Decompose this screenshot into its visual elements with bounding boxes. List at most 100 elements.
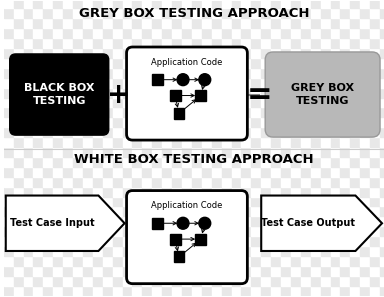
Bar <box>291 38 301 48</box>
Bar <box>33 78 43 88</box>
Bar <box>152 226 162 236</box>
Bar <box>53 276 63 286</box>
Bar <box>331 18 341 28</box>
Bar <box>63 286 73 296</box>
Bar <box>321 216 331 226</box>
Bar <box>83 147 93 157</box>
Bar <box>271 147 281 157</box>
Bar <box>242 236 251 246</box>
Bar <box>83 28 93 38</box>
Bar <box>53 236 63 246</box>
Bar <box>360 206 370 216</box>
Bar <box>242 88 251 97</box>
Bar <box>321 18 331 28</box>
Bar <box>261 246 271 256</box>
Bar <box>281 216 291 226</box>
Bar <box>360 137 370 147</box>
Bar <box>23 236 33 246</box>
Bar <box>83 246 93 256</box>
Bar <box>291 108 301 117</box>
Bar <box>83 197 93 206</box>
Bar <box>23 97 33 108</box>
Bar <box>73 167 83 177</box>
Bar <box>14 38 23 48</box>
Bar <box>232 276 242 286</box>
Bar <box>122 226 132 236</box>
Bar <box>331 8 341 18</box>
Bar <box>242 187 251 197</box>
Bar <box>321 286 331 296</box>
Bar <box>192 246 202 256</box>
Bar <box>4 28 14 38</box>
Bar <box>360 246 370 256</box>
Bar <box>350 276 360 286</box>
Bar <box>132 117 142 127</box>
Bar <box>212 48 222 58</box>
Text: Application Code: Application Code <box>151 201 223 211</box>
Bar <box>301 147 311 157</box>
Bar <box>271 256 281 266</box>
Bar <box>152 68 162 78</box>
Bar <box>162 216 172 226</box>
Bar <box>212 108 222 117</box>
Bar <box>122 108 132 117</box>
Bar <box>301 58 311 68</box>
Bar <box>14 28 23 38</box>
Bar <box>192 167 202 177</box>
Bar <box>311 276 321 286</box>
Bar <box>113 108 122 117</box>
Bar <box>172 286 182 296</box>
Bar <box>142 256 152 266</box>
Bar <box>73 246 83 256</box>
Bar <box>182 266 192 276</box>
Bar <box>83 137 93 147</box>
Bar <box>350 0 360 8</box>
Bar <box>4 97 14 108</box>
Bar <box>202 286 212 296</box>
Bar <box>113 286 122 296</box>
Bar <box>301 167 311 177</box>
Bar <box>73 236 83 246</box>
Bar <box>103 246 113 256</box>
Bar <box>93 206 103 216</box>
Bar <box>192 177 202 187</box>
Bar <box>242 157 251 167</box>
Bar <box>14 216 23 226</box>
Bar <box>53 28 63 38</box>
Bar <box>93 48 103 58</box>
Bar <box>360 78 370 88</box>
Bar <box>341 266 350 276</box>
Bar <box>212 0 222 8</box>
Bar <box>182 88 192 97</box>
Bar <box>142 8 152 18</box>
Bar <box>321 0 331 8</box>
Bar <box>341 127 350 137</box>
Bar <box>182 127 192 137</box>
Bar <box>132 18 142 28</box>
Bar <box>33 38 43 48</box>
Bar <box>182 0 192 8</box>
Bar <box>93 177 103 187</box>
Bar <box>43 97 53 108</box>
Bar <box>113 177 122 187</box>
Bar <box>271 78 281 88</box>
Bar <box>33 216 43 226</box>
Bar <box>152 246 162 256</box>
Bar <box>261 226 271 236</box>
Bar <box>291 0 301 8</box>
Bar <box>103 0 113 8</box>
Bar <box>14 0 23 8</box>
Bar <box>152 0 162 8</box>
Bar <box>251 187 261 197</box>
Bar <box>192 266 202 276</box>
Bar <box>53 117 63 127</box>
Bar <box>261 256 271 266</box>
Bar <box>103 206 113 216</box>
Bar <box>370 48 380 58</box>
Bar <box>73 78 83 88</box>
Bar <box>195 90 206 101</box>
Bar <box>4 187 14 197</box>
Bar <box>212 127 222 137</box>
Bar <box>93 88 103 97</box>
Bar <box>53 147 63 157</box>
